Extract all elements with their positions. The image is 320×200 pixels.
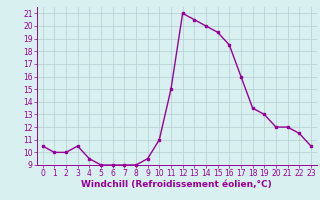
X-axis label: Windchill (Refroidissement éolien,°C): Windchill (Refroidissement éolien,°C) xyxy=(81,180,272,189)
